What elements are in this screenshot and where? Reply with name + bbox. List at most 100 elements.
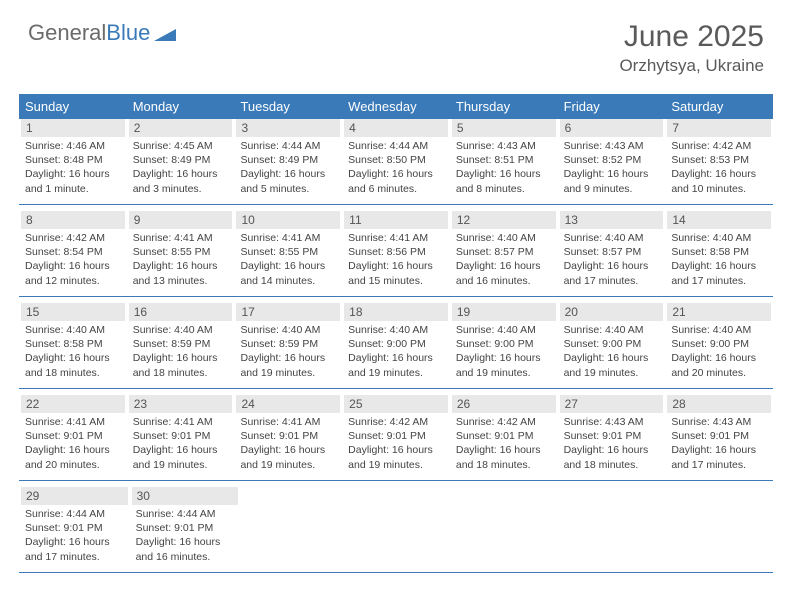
sunset-line: Sunset: 9:01 PM (133, 429, 229, 443)
sunrise-line: Sunrise: 4:41 AM (348, 231, 444, 245)
day-cell: 17Sunrise: 4:40 AMSunset: 8:59 PMDayligh… (234, 303, 342, 388)
day-cell: 22Sunrise: 4:41 AMSunset: 9:01 PMDayligh… (19, 395, 127, 480)
daylight-line: Daylight: 16 hours and 18 minutes. (133, 351, 229, 379)
daylight-line: Daylight: 16 hours and 20 minutes. (671, 351, 767, 379)
sunrise-line: Sunrise: 4:45 AM (133, 139, 229, 153)
daylight-line: Daylight: 16 hours and 12 minutes. (25, 259, 121, 287)
day-cell: 3Sunrise: 4:44 AMSunset: 8:49 PMDaylight… (234, 119, 342, 204)
day-number: 8 (21, 211, 125, 229)
day-body: Sunrise: 4:40 AMSunset: 8:57 PMDaylight:… (452, 231, 556, 288)
day-number: 20 (560, 303, 664, 321)
day-cell: 6Sunrise: 4:43 AMSunset: 8:52 PMDaylight… (558, 119, 666, 204)
sunset-line: Sunset: 8:54 PM (25, 245, 121, 259)
day-cell: 4Sunrise: 4:44 AMSunset: 8:50 PMDaylight… (342, 119, 450, 204)
sunset-line: Sunset: 8:57 PM (564, 245, 660, 259)
daylight-line: Daylight: 16 hours and 17 minutes. (671, 259, 767, 287)
day-header: Monday (127, 94, 235, 119)
sunrise-line: Sunrise: 4:44 AM (348, 139, 444, 153)
sunrise-line: Sunrise: 4:40 AM (348, 323, 444, 337)
day-number: 12 (452, 211, 556, 229)
location-label: Orzhytsya, Ukraine (619, 56, 764, 76)
daylight-line: Daylight: 16 hours and 19 minutes. (240, 443, 336, 471)
day-cell: 11Sunrise: 4:41 AMSunset: 8:56 PMDayligh… (342, 211, 450, 296)
daylight-line: Daylight: 16 hours and 17 minutes. (564, 259, 660, 287)
day-number: 30 (132, 487, 239, 505)
sunrise-line: Sunrise: 4:41 AM (240, 415, 336, 429)
day-number: 19 (452, 303, 556, 321)
day-cell: 19 Sunrise: 4:40 AMSunset: 9:00 PMDayligh… (450, 303, 558, 388)
day-cell: 23Sunrise: 4:41 AMSunset: 9:01 PMDayligh… (127, 395, 235, 480)
sunrise-line: Sunrise: 4:40 AM (240, 323, 336, 337)
day-body: Sunrise: 4:40 AMSunset: 9:00 PMDaylight:… (452, 323, 556, 380)
sunset-line: Sunset: 8:59 PM (240, 337, 336, 351)
week-row: 22Sunrise: 4:41 AMSunset: 9:01 PMDayligh… (19, 395, 773, 481)
week-row: 1Sunrise: 4:46 AMSunset: 8:48 PMDaylight… (19, 119, 773, 205)
day-cell: 14Sunrise: 4:40 AMSunset: 8:58 PMDayligh… (665, 211, 773, 296)
page-header: GeneralBlue June 2025 Orzhytsya, Ukraine (0, 0, 792, 86)
daylight-line: Daylight: 16 hours and 10 minutes. (671, 167, 767, 195)
day-body: Sunrise: 4:44 AMSunset: 8:50 PMDaylight:… (344, 139, 448, 196)
sunrise-line: Sunrise: 4:43 AM (564, 139, 660, 153)
day-body: Sunrise: 4:42 AMSunset: 9:01 PMDaylight:… (452, 415, 556, 472)
month-title: June 2025 (619, 20, 764, 54)
sunrise-line: Sunrise: 4:42 AM (456, 415, 552, 429)
day-body: Sunrise: 4:44 AMSunset: 9:01 PMDaylight:… (21, 507, 128, 564)
day-cell: 25 Sunrise: 4:42 AMSunset: 9:01 PMDayligh… (342, 395, 450, 480)
sunset-line: Sunset: 8:52 PM (564, 153, 660, 167)
sunset-line: Sunset: 9:01 PM (456, 429, 552, 443)
day-cell: 29 Sunrise: 4:44 AMSunset: 9:01 PMDayligh… (19, 487, 130, 572)
sunset-line: Sunset: 8:49 PM (133, 153, 229, 167)
sunset-line: Sunset: 9:01 PM (136, 521, 235, 535)
day-body: Sunrise: 4:40 AMSunset: 8:58 PMDaylight:… (21, 323, 125, 380)
sunset-line: Sunset: 9:01 PM (564, 429, 660, 443)
daylight-line: Daylight: 16 hours and 16 minutes. (456, 259, 552, 287)
sunrise-line: Sunrise: 4:42 AM (671, 139, 767, 153)
day-number: 29 (21, 487, 128, 505)
title-block: June 2025 Orzhytsya, Ukraine (619, 20, 764, 76)
day-body: Sunrise: 4:40 AMSunset: 9:00 PMDaylight:… (344, 323, 448, 380)
day-number: 14 (667, 211, 771, 229)
week-row: 29 Sunrise: 4:44 AMSunset: 9:01 PMDayligh… (19, 487, 773, 573)
empty-cell (453, 487, 560, 572)
sunrise-line: Sunrise: 4:43 AM (564, 415, 660, 429)
day-number: 15 (21, 303, 125, 321)
daylight-line: Daylight: 16 hours and 8 minutes. (456, 167, 552, 195)
daylight-line: Daylight: 16 hours and 19 minutes. (348, 443, 444, 471)
day-body: Sunrise: 4:42 AMSunset: 9:01 PMDaylight:… (344, 415, 448, 472)
daylight-line: Daylight: 16 hours and 14 minutes. (240, 259, 336, 287)
day-header: Saturday (665, 94, 773, 119)
day-header: Thursday (450, 94, 558, 119)
day-number: 23 (129, 395, 233, 413)
day-cell: 10Sunrise: 4:41 AMSunset: 8:55 PMDayligh… (234, 211, 342, 296)
empty-cell (560, 487, 667, 572)
day-cell: 18Sunrise: 4:40 AMSunset: 9:00 PMDayligh… (342, 303, 450, 388)
day-number: 7 (667, 119, 771, 137)
daylight-line: Daylight: 16 hours and 17 minutes. (671, 443, 767, 471)
sunrise-line: Sunrise: 4:40 AM (671, 323, 767, 337)
daylight-line: Daylight: 16 hours and 6 minutes. (348, 167, 444, 195)
empty-cell (347, 487, 454, 572)
day-header: Friday (558, 94, 666, 119)
day-cell: 27Sunrise: 4:43 AMSunset: 9:01 PMDayligh… (558, 395, 666, 480)
day-header: Tuesday (234, 94, 342, 119)
day-cell: 20Sunrise: 4:40 AMSunset: 9:00 PMDayligh… (558, 303, 666, 388)
day-number: 1 (21, 119, 125, 137)
week-row: 8 Sunrise: 4:42 AMSunset: 8:54 PMDaylight… (19, 211, 773, 297)
day-body: Sunrise: 4:43 AMSunset: 8:51 PMDaylight:… (452, 139, 556, 196)
day-body: Sunrise: 4:40 AMSunset: 8:59 PMDaylight:… (129, 323, 233, 380)
day-body: Sunrise: 4:45 AMSunset: 8:49 PMDaylight:… (129, 139, 233, 196)
day-number: 25 (344, 395, 448, 413)
day-body: Sunrise: 4:42 AMSunset: 8:54 PMDaylight:… (21, 231, 125, 288)
sunset-line: Sunset: 9:01 PM (240, 429, 336, 443)
day-cell: 5Sunrise: 4:43 AMSunset: 8:51 PMDaylight… (450, 119, 558, 204)
sunset-line: Sunset: 8:53 PM (671, 153, 767, 167)
day-cell: 26Sunrise: 4:42 AMSunset: 9:01 PMDayligh… (450, 395, 558, 480)
day-body: Sunrise: 4:41 AMSunset: 8:56 PMDaylight:… (344, 231, 448, 288)
day-cell: 9Sunrise: 4:41 AMSunset: 8:55 PMDaylight… (127, 211, 235, 296)
week-row: 15Sunrise: 4:40 AMSunset: 8:58 PMDayligh… (19, 303, 773, 389)
sunrise-line: Sunrise: 4:40 AM (456, 323, 552, 337)
sunset-line: Sunset: 9:01 PM (671, 429, 767, 443)
sunset-line: Sunset: 8:56 PM (348, 245, 444, 259)
sunset-line: Sunset: 8:58 PM (25, 337, 121, 351)
sunset-line: Sunset: 8:55 PM (133, 245, 229, 259)
